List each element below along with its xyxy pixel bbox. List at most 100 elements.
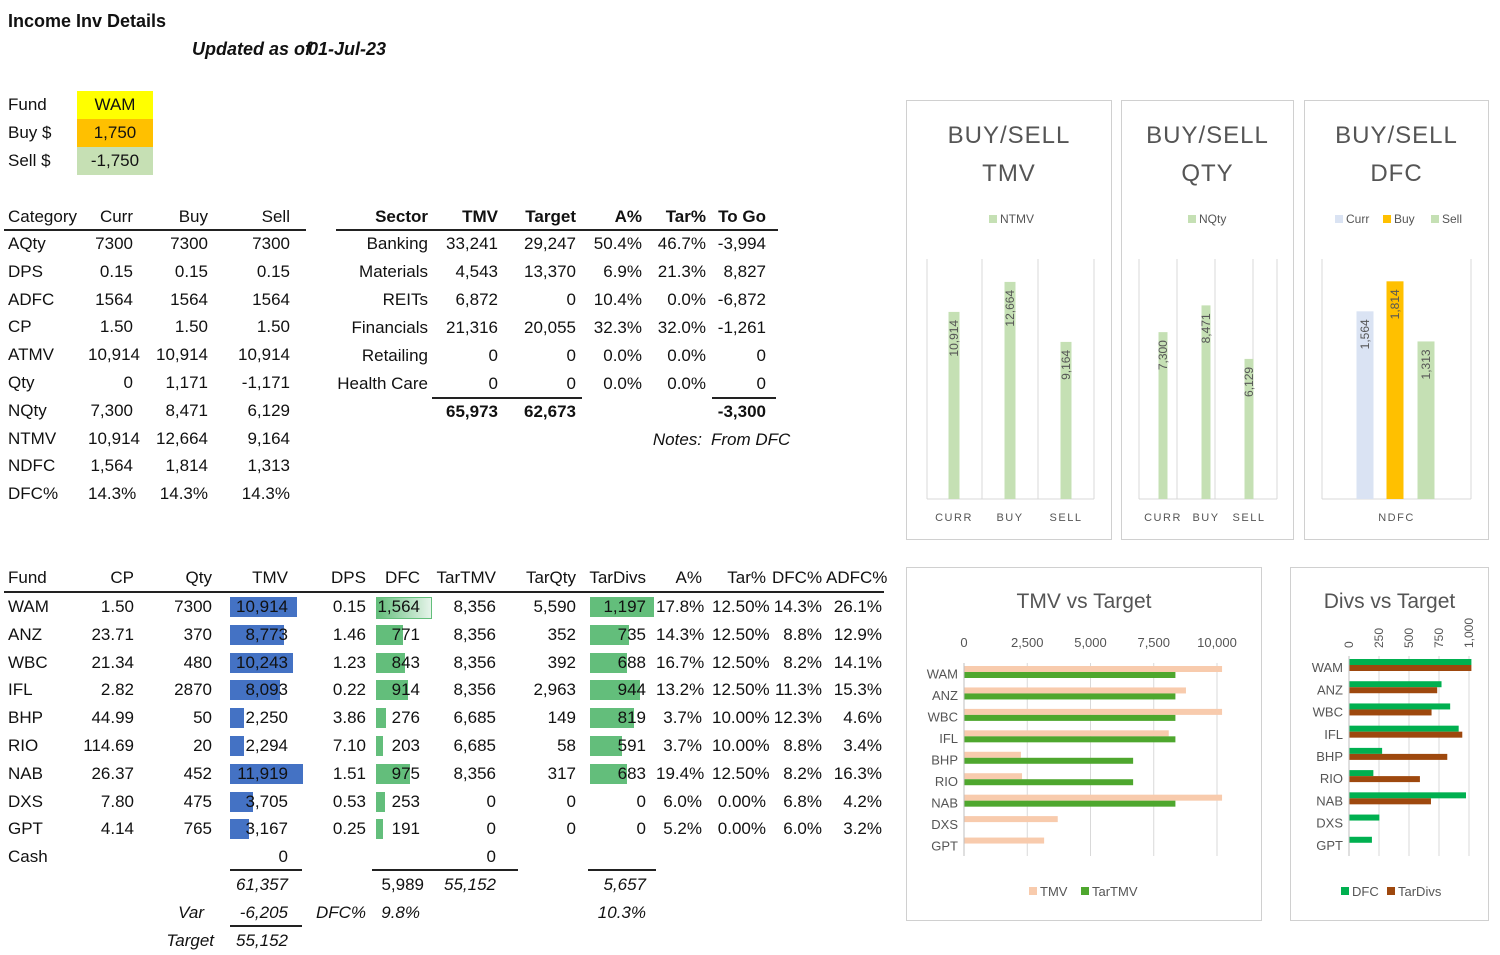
buy-input[interactable]: 1,750 (77, 119, 153, 147)
fund-header-2: Qty (185, 568, 212, 587)
tmv-databar (230, 791, 253, 812)
bar (964, 816, 1058, 823)
sector-cell: 10.4% (593, 290, 642, 309)
fund-cell: 12.50% (712, 624, 770, 644)
fund-cell: 0.22 (332, 680, 366, 700)
fund-input[interactable]: WAM (77, 91, 153, 119)
fund-cell: 0.00% (717, 819, 766, 839)
chart-buysell-qty[interactable]: BUY/SELL QTY NQty 7,300 CURR 8,471 BUY 6,129 SEL… (1121, 100, 1294, 540)
fund-cell (712, 846, 766, 868)
fund-cell: 392 (547, 652, 576, 672)
fund-cell (656, 846, 702, 868)
bar (1349, 798, 1431, 805)
updated-label: Updated as of (192, 39, 312, 59)
axis-category: CURR (1144, 512, 1182, 524)
chart-divs-vs-target[interactable]: Divs vs Target 0 250 500 750 1,000 WAM ANZ WBC IF… (1290, 567, 1489, 921)
cat-cell: 0.15 (256, 261, 290, 281)
fund-cell: 58 (557, 736, 576, 755)
legend-label: TMV (1040, 884, 1068, 899)
cat-cell: 10,914 (238, 345, 290, 365)
chart-tmv-vs-target[interactable]: TMV vs Target 0 2,500 5,000 7,500 10,000 WAM AN… (906, 567, 1262, 921)
sector-cell: -3,994 (717, 234, 766, 253)
tardivs-databar (590, 736, 622, 756)
fund-cell: 0 (636, 819, 646, 839)
fund-cell: 0 (636, 791, 646, 811)
fund-cell: 8,356 (453, 763, 496, 783)
sector-header-5: To Go (718, 207, 766, 226)
cat-cell: 9,164 (247, 428, 290, 448)
tmv-total-line (230, 869, 302, 871)
axis-category: BHP (931, 753, 958, 768)
tardivs-databar (590, 708, 634, 729)
sector-total-tmv: 65,973 (446, 402, 498, 421)
fund-cell: 3.86 (332, 708, 366, 728)
axis-category: RIO (935, 774, 958, 789)
legend-label: Curr (1346, 212, 1369, 226)
sector-cell: REITs (382, 290, 428, 309)
data-label: 6,129 (1242, 367, 1256, 397)
cat-header-0: Category (8, 207, 77, 226)
fund-cell: 8.2% (783, 652, 822, 672)
sector-cell: 50.4% (593, 234, 642, 253)
fund-cell: 0 (486, 819, 496, 839)
fund-name: WAM (8, 597, 49, 616)
sector-cell: 0 (566, 290, 576, 309)
fund-cell: 480 (183, 652, 212, 672)
dfc-databar (376, 763, 410, 784)
axis-tick: 0 (1342, 641, 1356, 648)
fund-cell: 2,294 (245, 736, 288, 755)
sector-cell: 0 (488, 374, 498, 393)
sector-togo-line (712, 397, 776, 399)
bar (1349, 665, 1472, 671)
sector-cell: 0.0% (667, 346, 706, 365)
fund-header-9: A% (675, 568, 702, 587)
tardivs-databar (590, 624, 629, 645)
sector-header-3: A% (614, 207, 642, 226)
chart-buysell-dfc[interactable]: BUY/SELL DFC Curr Buy Sell 1,564 1,814 1,313 NDF… (1304, 100, 1489, 540)
fund-cell: 0.00% (717, 791, 766, 811)
bar (964, 837, 1045, 844)
dfc-total-line (372, 869, 518, 871)
sector-cell: 46.7% (657, 234, 706, 253)
notes-value: From DFC (711, 430, 791, 449)
fund-cell: 1.50 (100, 597, 134, 616)
cat-cell: 7300 (252, 234, 290, 253)
axis-tick: 0 (960, 635, 967, 650)
tmv-databar (230, 680, 280, 701)
bar (964, 800, 1176, 807)
data-label: 12,664 (1003, 290, 1017, 327)
fund-cell: 4.2% (843, 791, 882, 811)
fund-cell: 4.14 (100, 819, 134, 839)
bar (1349, 770, 1374, 777)
fund-cell: 352 (547, 624, 576, 644)
fund-cell: 1.46 (332, 624, 366, 644)
fund-cell: 10.00% (712, 736, 770, 755)
cat-cell: 6,129 (247, 400, 290, 420)
fund-cell: 12.9% (833, 624, 882, 644)
chart-buysell-tmv[interactable]: BUY/SELL TMV NTMV 10,914 CURR 12,664 BUY 9,164 S… (906, 100, 1112, 540)
fund-cell: 114.69 (83, 736, 134, 755)
var-label: Var (178, 903, 204, 922)
target-value: 55,152 (236, 931, 288, 950)
axis-category: WBC (1313, 705, 1343, 720)
bar (964, 687, 1186, 694)
tardivs-databar (590, 763, 627, 784)
fund-cell: 475 (183, 791, 212, 811)
tmv-databar (230, 652, 293, 673)
fund-header-1: CP (110, 568, 134, 587)
dfc-total: 5,989 (381, 875, 424, 894)
cat-cell: DPS (8, 261, 43, 281)
bar (1349, 792, 1466, 799)
axis-tick: 5,000 (1074, 635, 1107, 650)
sector-cell: 21,316 (446, 318, 498, 337)
sector-cell: 0 (488, 346, 498, 365)
fund-cell: 21.34 (91, 652, 134, 672)
legend-label: Buy (1394, 212, 1415, 226)
sell-input[interactable]: -1,750 (77, 147, 153, 175)
cat-header-2: Buy (178, 207, 208, 226)
bar (964, 672, 1176, 678)
data-label: 1,564 (1358, 319, 1372, 349)
data-label: 9,164 (1059, 350, 1073, 380)
legend-label: TarDivs (1398, 884, 1442, 899)
fund-cell: 19.4% (656, 763, 705, 783)
